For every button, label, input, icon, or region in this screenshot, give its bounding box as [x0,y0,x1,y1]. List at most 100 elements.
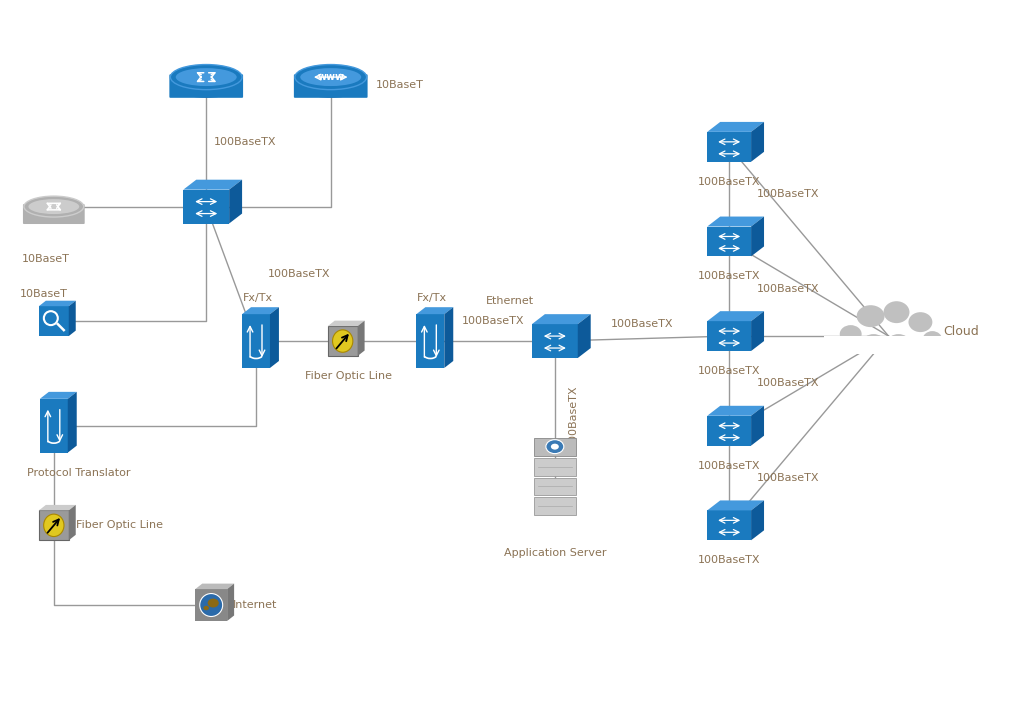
Text: 10BaseT: 10BaseT [376,80,423,90]
Polygon shape [229,180,242,223]
Text: 100BaseTX: 100BaseTX [698,461,761,471]
Ellipse shape [888,334,910,350]
FancyBboxPatch shape [707,227,751,257]
Polygon shape [751,406,764,446]
FancyBboxPatch shape [196,589,227,621]
FancyBboxPatch shape [39,306,68,336]
Text: 100BaseTX: 100BaseTX [462,316,524,326]
Ellipse shape [203,606,209,610]
Ellipse shape [171,65,242,90]
Polygon shape [67,392,77,453]
Ellipse shape [839,325,862,343]
Polygon shape [751,217,764,257]
Ellipse shape [24,204,84,224]
Polygon shape [39,505,76,510]
Text: 100BaseTX: 100BaseTX [757,473,820,483]
Polygon shape [183,180,242,190]
Ellipse shape [24,196,84,217]
Ellipse shape [545,439,564,454]
Text: 100BaseTX: 100BaseTX [757,284,820,294]
FancyBboxPatch shape [707,510,751,540]
Text: Protocol Translator: Protocol Translator [27,468,130,478]
FancyBboxPatch shape [183,190,229,223]
Polygon shape [328,321,364,326]
Ellipse shape [551,444,559,449]
FancyBboxPatch shape [39,510,68,540]
Polygon shape [39,301,76,306]
Ellipse shape [295,65,366,90]
FancyBboxPatch shape [416,314,444,368]
Polygon shape [416,307,453,314]
Ellipse shape [857,305,885,327]
FancyBboxPatch shape [328,326,358,356]
FancyBboxPatch shape [534,438,575,456]
Polygon shape [751,311,764,351]
Text: Fx/Tx: Fx/Tx [243,293,273,303]
Text: 100BaseTX: 100BaseTX [568,385,578,447]
Text: 10BaseT: 10BaseT [22,255,69,264]
Text: Fiber Optic Line: Fiber Optic Line [305,371,392,381]
Polygon shape [40,392,77,399]
Polygon shape [707,311,764,321]
Text: Fiber Optic Line: Fiber Optic Line [76,520,162,530]
FancyBboxPatch shape [534,498,575,515]
Text: 100BaseTX: 100BaseTX [611,319,673,329]
Polygon shape [751,501,764,540]
Polygon shape [707,122,764,132]
Ellipse shape [171,75,242,97]
Ellipse shape [862,334,885,350]
Ellipse shape [884,301,910,323]
FancyBboxPatch shape [23,204,85,224]
Ellipse shape [332,330,353,352]
Polygon shape [68,301,76,336]
Text: 100BaseTX: 100BaseTX [268,269,330,279]
Text: 100BaseTX: 100BaseTX [698,366,761,376]
Text: 100BaseTX: 100BaseTX [698,555,761,565]
Text: 100BaseTX: 100BaseTX [757,378,820,388]
Text: 100BaseTX: 100BaseTX [757,189,820,199]
Ellipse shape [922,331,942,349]
Ellipse shape [200,594,223,616]
Polygon shape [196,584,234,589]
Text: Internet: Internet [233,600,277,610]
Text: Ethernet: Ethernet [486,296,534,306]
Polygon shape [707,217,764,227]
Polygon shape [68,505,76,540]
Text: 100BaseTX: 100BaseTX [698,177,761,187]
Ellipse shape [208,599,218,607]
Text: Cloud: Cloud [943,325,979,338]
Polygon shape [751,122,764,162]
FancyBboxPatch shape [294,75,367,98]
Text: Application Server: Application Server [504,548,607,558]
FancyBboxPatch shape [707,416,751,446]
FancyBboxPatch shape [534,478,575,496]
FancyBboxPatch shape [707,321,751,351]
Polygon shape [444,307,453,368]
FancyBboxPatch shape [707,132,751,162]
Polygon shape [242,307,279,314]
Polygon shape [358,321,364,356]
Polygon shape [707,406,764,416]
Text: 10BaseT: 10BaseT [20,289,68,299]
Polygon shape [227,584,234,621]
Polygon shape [270,307,279,368]
FancyBboxPatch shape [242,314,270,368]
Text: 100BaseTX: 100BaseTX [214,137,276,147]
Text: www: www [318,72,345,82]
Polygon shape [532,314,591,324]
Ellipse shape [176,68,237,86]
Text: 100BaseTX: 100BaseTX [698,272,761,282]
FancyBboxPatch shape [40,399,67,453]
Ellipse shape [43,514,64,537]
FancyBboxPatch shape [534,458,575,476]
FancyBboxPatch shape [170,75,243,98]
Polygon shape [707,501,764,510]
Text: Fx/Tx: Fx/Tx [417,293,447,303]
FancyBboxPatch shape [824,336,953,354]
Polygon shape [578,314,591,358]
FancyBboxPatch shape [532,324,578,358]
Ellipse shape [909,312,933,332]
Ellipse shape [28,199,80,214]
Ellipse shape [295,75,366,97]
Ellipse shape [300,68,361,86]
